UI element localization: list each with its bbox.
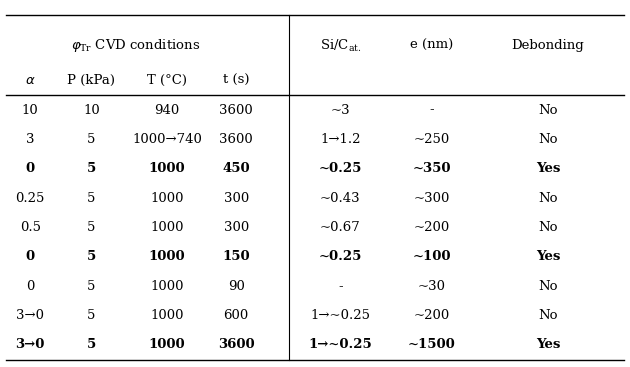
Text: No: No [539, 103, 558, 117]
Text: Si/C$_{\mathregular{at.}}$: Si/C$_{\mathregular{at.}}$ [319, 38, 361, 54]
Text: No: No [539, 309, 558, 322]
Text: 10: 10 [83, 103, 100, 117]
Text: 3600: 3600 [218, 338, 255, 352]
Text: ~0.25: ~0.25 [319, 250, 362, 264]
Text: T (°C): T (°C) [147, 74, 187, 87]
Text: -: - [338, 280, 343, 293]
Text: 1000: 1000 [150, 221, 184, 234]
Text: 0.25: 0.25 [16, 192, 45, 205]
Text: 5: 5 [87, 250, 96, 264]
Text: 0: 0 [26, 162, 35, 175]
Text: ~3: ~3 [330, 103, 350, 117]
Text: 3→0: 3→0 [16, 338, 45, 352]
Text: 1000: 1000 [150, 192, 184, 205]
Text: 3600: 3600 [219, 103, 253, 117]
Text: 1000: 1000 [150, 309, 184, 322]
Text: ~0.43: ~0.43 [320, 192, 360, 205]
Text: 5: 5 [87, 162, 96, 175]
Text: 300: 300 [224, 192, 249, 205]
Text: ~250: ~250 [413, 133, 450, 146]
Text: 300: 300 [224, 221, 249, 234]
Text: ~30: ~30 [418, 280, 445, 293]
Text: -: - [429, 103, 434, 117]
Text: ~300: ~300 [413, 192, 450, 205]
Text: 5: 5 [87, 192, 96, 205]
Text: 5: 5 [87, 309, 96, 322]
Text: 450: 450 [222, 162, 250, 175]
Text: 940: 940 [154, 103, 180, 117]
Text: P (kPa): P (kPa) [67, 74, 115, 87]
Text: No: No [539, 192, 558, 205]
Text: 0.5: 0.5 [20, 221, 41, 234]
Text: 1→~0.25: 1→~0.25 [308, 338, 372, 352]
Text: ~1500: ~1500 [408, 338, 455, 352]
Text: 1000: 1000 [149, 250, 185, 264]
Text: 5: 5 [87, 221, 96, 234]
Text: 1→~0.25: 1→~0.25 [310, 309, 370, 322]
Text: ~200: ~200 [413, 221, 450, 234]
Text: No: No [539, 133, 558, 146]
Text: No: No [539, 221, 558, 234]
Text: e (nm): e (nm) [410, 39, 453, 52]
Text: No: No [539, 280, 558, 293]
Text: 3: 3 [26, 133, 35, 146]
Text: 1→1.2: 1→1.2 [320, 133, 360, 146]
Text: 1000: 1000 [150, 280, 184, 293]
Text: 90: 90 [228, 280, 244, 293]
Text: 5: 5 [87, 133, 96, 146]
Text: $\varphi_{\mathregular{Tr}}$ CVD conditions: $\varphi_{\mathregular{Tr}}$ CVD conditi… [71, 37, 200, 54]
Text: 1000: 1000 [149, 338, 185, 352]
Text: Debonding: Debonding [512, 39, 585, 52]
Text: 3→0: 3→0 [16, 309, 44, 322]
Text: 5: 5 [87, 338, 96, 352]
Text: $\alpha$: $\alpha$ [25, 74, 35, 87]
Text: 1000: 1000 [149, 162, 185, 175]
Text: 150: 150 [222, 250, 250, 264]
Text: ~0.67: ~0.67 [320, 221, 360, 234]
Text: 10: 10 [22, 103, 38, 117]
Text: Yes: Yes [536, 162, 560, 175]
Text: ~350: ~350 [412, 162, 451, 175]
Text: 3600: 3600 [219, 133, 253, 146]
Text: 0: 0 [26, 280, 35, 293]
Text: ~100: ~100 [412, 250, 451, 264]
Text: Yes: Yes [536, 338, 560, 352]
Text: 5: 5 [87, 280, 96, 293]
Text: ~200: ~200 [413, 309, 450, 322]
Text: 0: 0 [26, 250, 35, 264]
Text: 1000→740: 1000→740 [132, 133, 202, 146]
Text: ~0.25: ~0.25 [319, 162, 362, 175]
Text: Yes: Yes [536, 250, 560, 264]
Text: 600: 600 [224, 309, 249, 322]
Text: t (s): t (s) [223, 74, 249, 87]
